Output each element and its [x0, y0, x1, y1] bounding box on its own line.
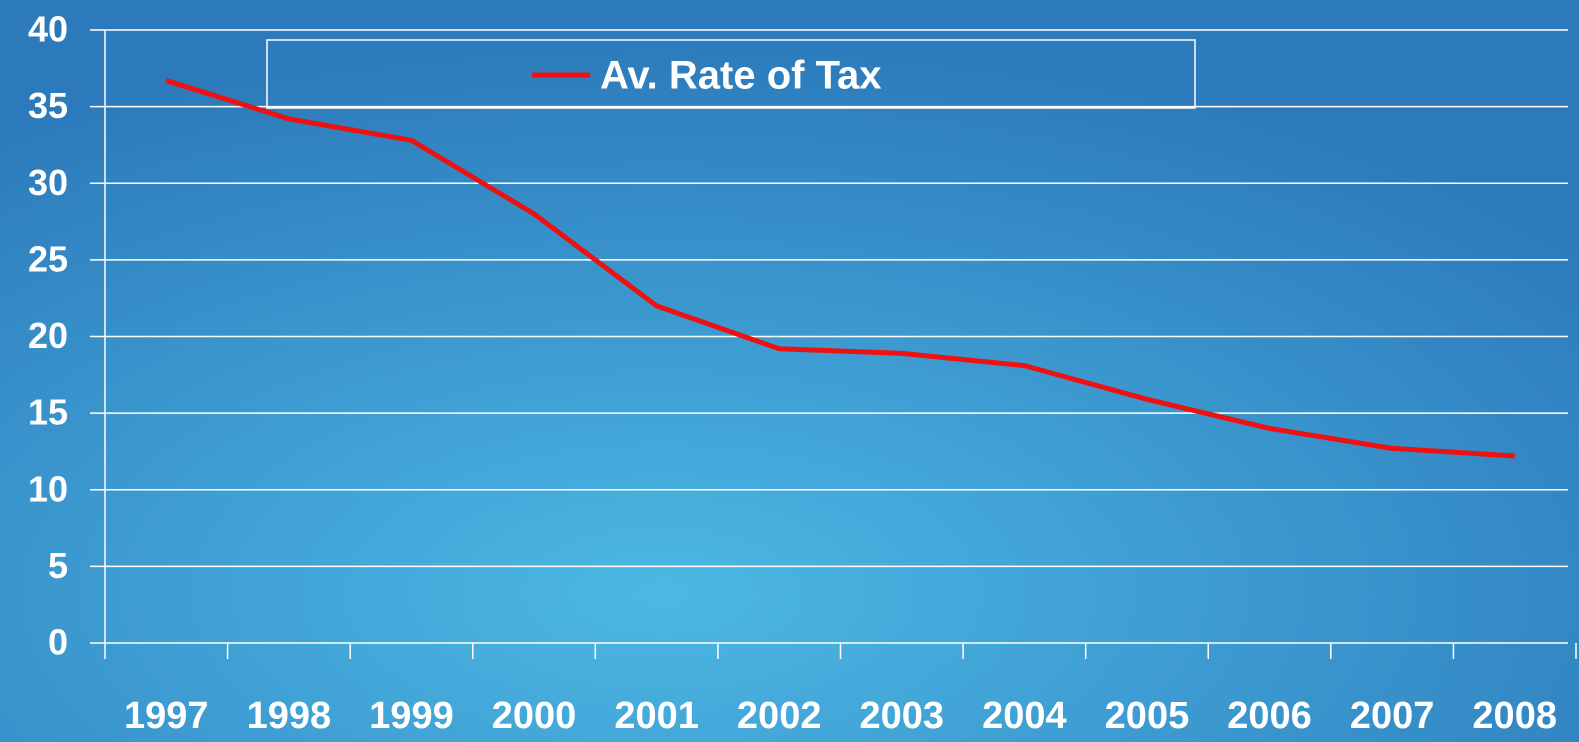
- y-tick-label: 15: [28, 392, 68, 433]
- x-tick-label: 1997: [124, 695, 209, 737]
- x-tick-label: 2007: [1350, 695, 1435, 737]
- x-tick-label: 2003: [860, 695, 945, 737]
- y-tick-label: 30: [28, 162, 68, 203]
- y-tick-label: 5: [48, 545, 68, 586]
- legend-label: Av. Rate of Tax: [600, 54, 882, 98]
- x-tick-label: 1999: [369, 695, 454, 737]
- y-tick-label: 20: [28, 315, 68, 356]
- x-tick-label: 2008: [1472, 695, 1557, 737]
- x-tick-label: 2004: [982, 695, 1067, 737]
- x-tick-label: 2002: [737, 695, 822, 737]
- y-tick-label: 40: [28, 9, 68, 50]
- x-tick-label: 2006: [1227, 695, 1312, 737]
- x-tick-label: 2001: [614, 695, 699, 737]
- legend-box: [266, 39, 1196, 109]
- x-tick-label: 1998: [247, 695, 332, 737]
- y-tick-label: 0: [48, 622, 68, 663]
- y-tick-label: 10: [28, 468, 68, 509]
- y-tick-label: 25: [28, 238, 68, 279]
- data-line: [165, 78, 1515, 459]
- x-tick-label: 2000: [492, 695, 577, 737]
- x-tick-label: 2005: [1105, 695, 1190, 737]
- y-tick-label: 35: [28, 85, 68, 126]
